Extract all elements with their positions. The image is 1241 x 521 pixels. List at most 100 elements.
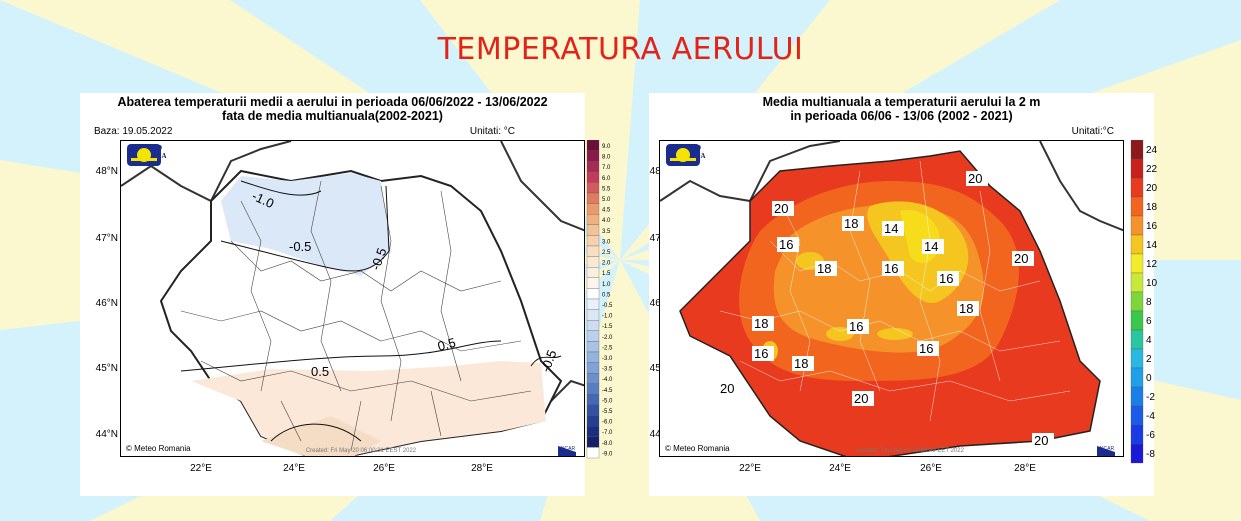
- lat-label: 48°N: [95, 166, 118, 177]
- colorbar-swatch: [1130, 405, 1144, 426]
- colorbar-label: 8.0: [602, 155, 611, 161]
- colorbar-label: 4.5: [602, 208, 611, 214]
- contour-label: 20: [968, 171, 982, 186]
- contour-label: 0.5: [436, 335, 457, 354]
- base-date-label: Baza: 19.05.2022: [94, 126, 173, 137]
- contour-label: 20: [1014, 251, 1028, 266]
- colorbar-label: 22: [1146, 164, 1158, 175]
- contour-label-box: 16: [937, 271, 959, 286]
- colorbar-label: -4.0: [602, 377, 613, 383]
- contour-label: -0.5: [538, 348, 560, 374]
- colorbar-label: 6.0: [602, 176, 611, 182]
- colorbar-label: 1.0: [602, 282, 611, 288]
- ncar-icon: [1097, 446, 1115, 456]
- colorbar-label: 2.0: [602, 261, 611, 267]
- logo-emblem-icon: [666, 144, 700, 166]
- contour-label-box: 20: [1012, 251, 1034, 266]
- contour-label: 20: [854, 391, 868, 406]
- colorbar-label: 2: [1146, 354, 1152, 365]
- colorbar-label: -0.5: [602, 303, 613, 309]
- contour-label-box: 16: [847, 319, 869, 334]
- colorbar-swatch: [586, 383, 600, 395]
- colorbar-swatch: [1130, 140, 1144, 160]
- colorbar-swatch: [586, 447, 600, 459]
- colorbar-swatch: [586, 404, 600, 416]
- colorbar-label: -6.0: [602, 420, 613, 426]
- colorbar-label: 3.5: [602, 229, 611, 235]
- colorbar-swatch: [1130, 367, 1144, 388]
- colorbar-swatch: [586, 277, 600, 289]
- contour-label-box: 16: [752, 346, 774, 361]
- ncar-logo: NCAR: [558, 446, 578, 456]
- contour-label-box: 20: [718, 381, 740, 396]
- lon-label: 24°E: [829, 463, 851, 474]
- colorbar-swatch: [586, 320, 600, 331]
- colorbar-label: -7.0: [602, 430, 613, 436]
- colorbar-swatch: [1130, 234, 1144, 255]
- contour-label: 18: [959, 301, 973, 316]
- contour-label: 16: [919, 341, 933, 356]
- anomaly-map-subtitle: fata de media multianuala(2002-2021): [222, 109, 443, 123]
- contour-label-box: 20: [772, 201, 794, 216]
- colorbar-label: 0.5: [602, 292, 611, 298]
- colorbar-label: 6: [1146, 316, 1152, 327]
- contour-label: 18: [754, 316, 768, 331]
- colorbar-label: -2: [1146, 392, 1155, 403]
- colorbar-swatch: [586, 235, 600, 247]
- colorbar-swatch: [1130, 310, 1144, 331]
- colorbar-swatch: [1130, 386, 1144, 407]
- colorbar-label: 4: [1146, 335, 1152, 346]
- colorbar-swatch: [586, 298, 600, 310]
- colorbar-swatch: [586, 256, 600, 268]
- colorbar-swatch: [1130, 177, 1144, 198]
- lon-label: 28°E: [471, 463, 493, 474]
- page-title: TEMPERATURA AERULUI: [437, 32, 804, 67]
- colorbar-swatch: [586, 214, 600, 225]
- climatology-map-panel: Media multianuala a temperaturii aerului…: [649, 93, 1158, 496]
- colorbar-swatch: [586, 192, 600, 204]
- colorbar-swatch: [586, 161, 600, 172]
- climatology-map-subtitle: in perioada 06/06 - 13/06 (2002 - 2021): [790, 109, 1013, 123]
- colorbar-swatch: [1130, 291, 1144, 312]
- contour-label-box: 18: [957, 301, 979, 316]
- lon-label: 22°E: [739, 463, 761, 474]
- colorbar-label: 20: [1146, 183, 1158, 194]
- lat-label: 47°N: [95, 233, 118, 244]
- colorbar-label: 0: [1146, 373, 1152, 384]
- colorbar-label: -1.5: [602, 324, 613, 330]
- colorbar-swatch: [586, 415, 600, 427]
- colorbar-swatch: [586, 140, 600, 151]
- contour-label: 14: [884, 221, 898, 236]
- contour-label-box: 16: [777, 237, 799, 252]
- lat-label: 44°N: [95, 429, 118, 440]
- lon-label: 22°E: [190, 463, 212, 474]
- colorbar-label: -5.0: [602, 398, 613, 404]
- colorbar-swatch: [1130, 253, 1144, 274]
- climatology-map-title: Media multianuala a temperaturii aerului…: [762, 95, 1041, 109]
- colorbar-label: -5.5: [602, 409, 613, 415]
- colorbar-label: -8.0: [602, 441, 613, 447]
- lon-label: 26°E: [373, 463, 395, 474]
- lat-label: 46°N: [95, 298, 118, 309]
- contour-label: 18: [844, 216, 858, 231]
- colorbar-swatch: [586, 171, 600, 183]
- contour-label: 16: [849, 319, 863, 334]
- contour-label-box: 18: [792, 356, 814, 371]
- colorbar-label: 4.0: [602, 218, 611, 224]
- colorbar-swatch: [1130, 329, 1144, 350]
- contour-label-box: 20: [966, 171, 988, 186]
- contour-label: 16: [754, 346, 768, 361]
- colorbar-label: 14: [1146, 240, 1158, 251]
- colorbar-swatch: [1130, 196, 1144, 217]
- colorbar-label: 2.5: [602, 250, 611, 256]
- units-label: Unitati: °C: [469, 126, 515, 137]
- colorbar-swatch: [586, 394, 600, 406]
- colorbar-swatch: [586, 245, 600, 257]
- colorbar-swatch: [586, 203, 600, 215]
- lon-label: 28°E: [1014, 463, 1036, 474]
- colorbar-label: 18: [1146, 202, 1158, 213]
- colorbar-swatch: [586, 288, 600, 300]
- colorbar-swatch: [586, 224, 600, 236]
- colorbar-label: 16: [1146, 221, 1158, 232]
- lon-label: 26°E: [920, 463, 942, 474]
